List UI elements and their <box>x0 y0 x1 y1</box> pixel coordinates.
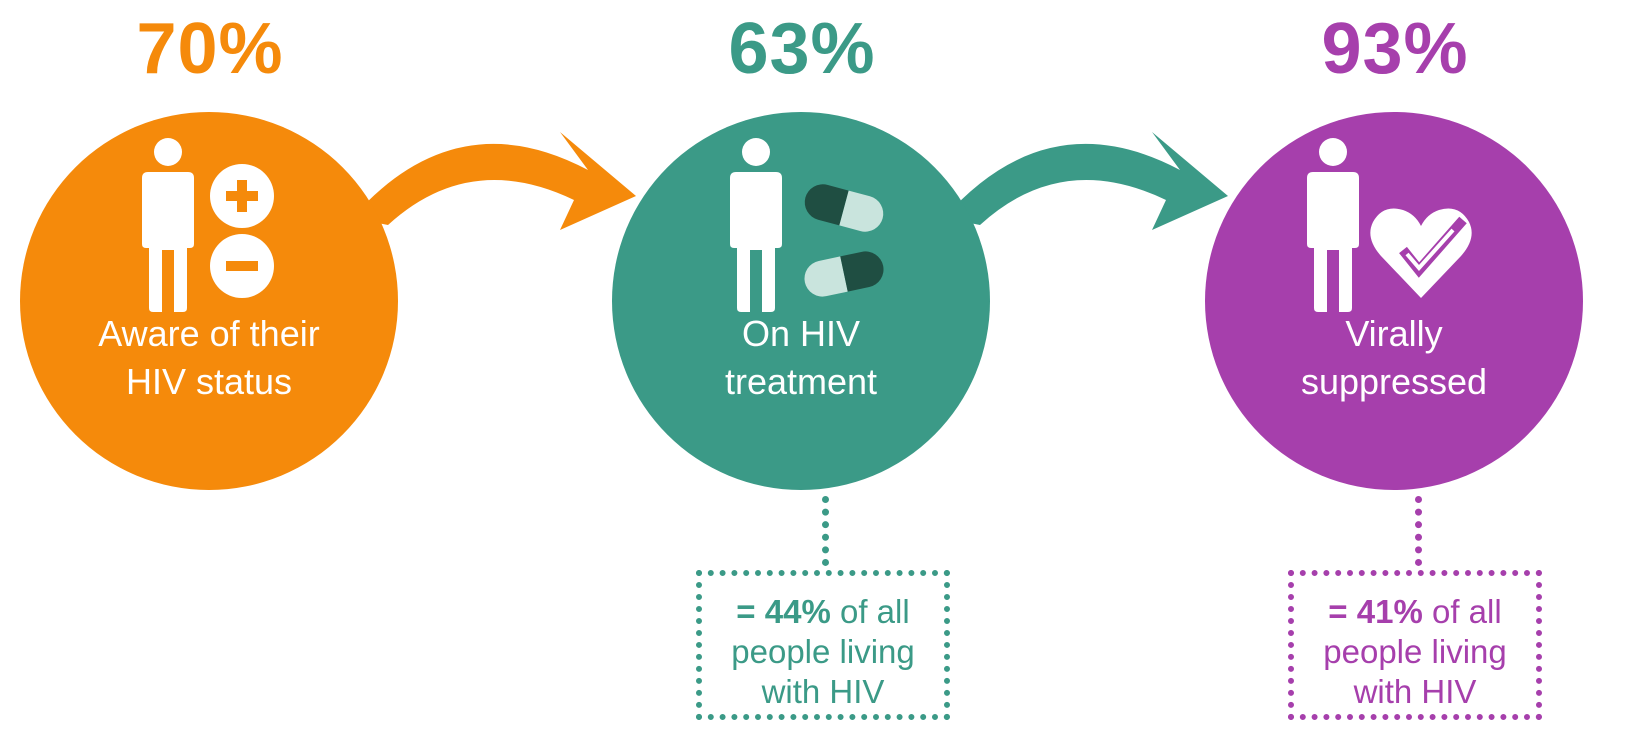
suppressed-note-line3: with HIV <box>1353 673 1477 710</box>
treatment-note-equals: = 44% <box>736 593 831 630</box>
treatment-note-rest: of all <box>839 593 910 630</box>
suppressed-connector <box>1415 496 1425 566</box>
treatment-note-line2: people living <box>731 633 915 670</box>
suppressed-note-equals: = 41% <box>1328 593 1423 630</box>
treatment-note: = 44% of all people living with HIV <box>696 570 950 720</box>
treatment-label: On HIV treatment <box>724 313 878 402</box>
suppressed-note-line2: people living <box>1323 633 1507 670</box>
of-which-arrow-2: of which <box>944 105 1228 230</box>
suppressed-note-rest: of all <box>1431 593 1502 630</box>
person-pills-icon <box>730 138 884 312</box>
percent-aware: 70% <box>136 9 284 89</box>
treatment-note-line3: with HIV <box>761 673 885 710</box>
suppressed-label: Virally suppressed <box>1300 313 1488 402</box>
treatment-circle: On HIV treatment <box>612 112 990 490</box>
aware-circle: Aware of their HIV status <box>20 112 398 490</box>
suppressed-note: = 41% of all people living with HIV <box>1288 570 1542 720</box>
person-plus-minus-icon <box>142 138 274 312</box>
aware-label: Aware of their HIV status <box>98 313 320 402</box>
suppressed-circle: Virally suppressed <box>1205 112 1583 490</box>
of-which-arrow-1: of which <box>352 105 636 230</box>
treatment-connector <box>822 496 832 566</box>
percent-on-treatment: 63% <box>728 9 876 89</box>
person-heart-check-icon <box>1307 138 1472 312</box>
percent-virally-suppressed: 93% <box>1321 9 1469 89</box>
